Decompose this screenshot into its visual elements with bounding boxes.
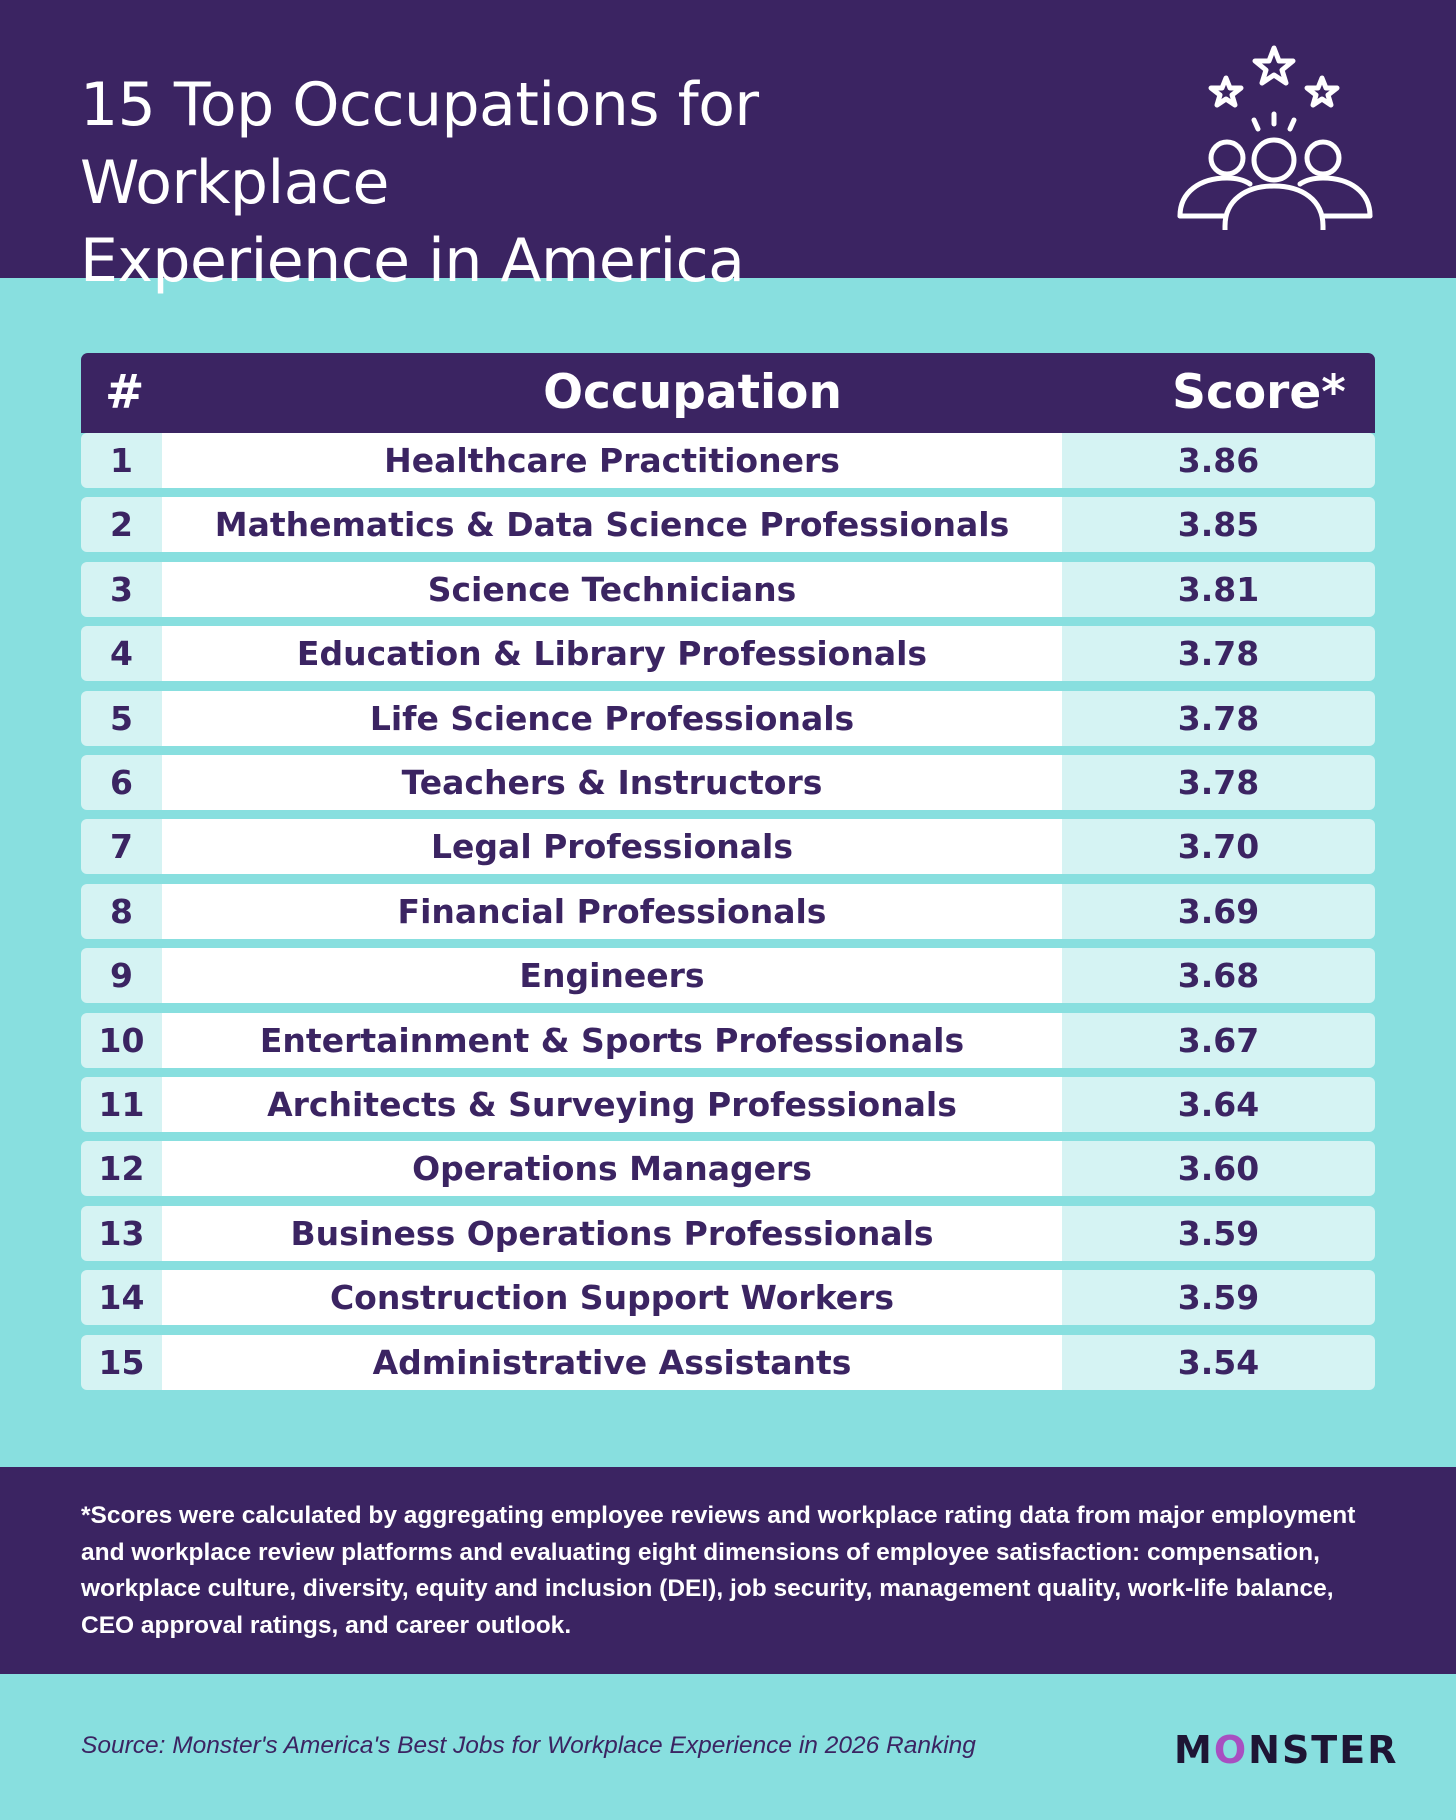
table-row: 15 Administrative Assistants 3.54 bbox=[81, 1334, 1375, 1390]
monster-logo: MONSTER bbox=[1174, 1728, 1398, 1772]
rank-cell: 11 bbox=[81, 1077, 162, 1132]
table-row: 3 Science Technicians 3.81 bbox=[81, 561, 1375, 617]
logo-letters-nster: NSTER bbox=[1248, 1728, 1399, 1772]
occupation-cell: Healthcare Practitioners bbox=[162, 433, 1062, 488]
source-citation: Source: Monster's America's Best Jobs fo… bbox=[81, 1732, 976, 1759]
rank-cell: 1 bbox=[81, 433, 162, 488]
occupation-cell: Life Science Professionals bbox=[162, 690, 1062, 746]
table-row: 6 Teachers & Instructors 3.78 bbox=[81, 755, 1375, 810]
score-cell: 3.60 bbox=[1062, 1141, 1375, 1197]
occupation-cell: Science Technicians bbox=[162, 561, 1062, 617]
column-header-rank: # bbox=[105, 365, 145, 420]
occupation-cell: Financial Professionals bbox=[162, 883, 1062, 939]
header-banner: 15 Top Occupations for Workplace Experie… bbox=[0, 0, 1456, 296]
score-cell: 3.64 bbox=[1062, 1077, 1375, 1132]
score-cell: 3.86 bbox=[1062, 433, 1375, 488]
occupation-cell: Construction Support Workers bbox=[162, 1270, 1062, 1326]
rank-cell: 10 bbox=[81, 1012, 162, 1068]
score-cell: 3.78 bbox=[1062, 626, 1375, 682]
rank-cell: 12 bbox=[81, 1141, 162, 1197]
rank-cell: 2 bbox=[81, 497, 162, 553]
occupation-cell: Teachers & Instructors bbox=[162, 755, 1062, 810]
rank-cell: 13 bbox=[81, 1205, 162, 1261]
occupation-cell: Mathematics & Data Science Professionals bbox=[162, 497, 1062, 553]
score-cell: 3.68 bbox=[1062, 948, 1375, 1004]
column-header-score: Score* bbox=[1172, 365, 1346, 420]
rank-cell: 9 bbox=[81, 948, 162, 1004]
score-cell: 3.59 bbox=[1062, 1270, 1375, 1326]
rank-cell: 15 bbox=[81, 1334, 162, 1390]
rank-cell: 14 bbox=[81, 1270, 162, 1326]
table-row: 14 Construction Support Workers 3.59 bbox=[81, 1270, 1375, 1326]
logo-letter-o: O bbox=[1213, 1728, 1249, 1772]
score-cell: 3.67 bbox=[1062, 1012, 1375, 1068]
score-cell: 3.54 bbox=[1062, 1334, 1375, 1390]
table-row: 4 Education & Library Professionals 3.78 bbox=[81, 626, 1375, 682]
score-cell: 3.70 bbox=[1062, 819, 1375, 875]
score-cell: 3.81 bbox=[1062, 561, 1375, 617]
occupation-cell: Administrative Assistants bbox=[162, 1334, 1062, 1390]
occupation-cell: Legal Professionals bbox=[162, 819, 1062, 875]
footnote-panel: *Scores were calculated by aggregating e… bbox=[0, 1467, 1456, 1674]
occupation-cell: Architects & Surveying Professionals bbox=[162, 1077, 1062, 1132]
table-row: 7 Legal Professionals 3.70 bbox=[81, 819, 1375, 875]
footnote-text: *Scores were calculated by aggregating e… bbox=[81, 1502, 1356, 1639]
occupation-cell: Operations Managers bbox=[162, 1141, 1062, 1197]
rank-cell: 5 bbox=[81, 690, 162, 746]
table-row: 9 Engineers 3.68 bbox=[81, 948, 1375, 1004]
occupation-cell: Education & Library Professionals bbox=[162, 626, 1062, 682]
table-header: # Occupation Score* bbox=[81, 353, 1375, 433]
score-cell: 3.85 bbox=[1062, 497, 1375, 553]
table-row: 11 Architects & Surveying Professionals 3.… bbox=[81, 1077, 1375, 1132]
score-cell: 3.78 bbox=[1062, 690, 1375, 746]
people-rating-stars-icon bbox=[1177, 45, 1373, 230]
table-row: 10 Entertainment & Sports Professionals 3.… bbox=[81, 1012, 1375, 1068]
table-row: 13 Business Operations Professionals 3.59 bbox=[81, 1205, 1375, 1261]
rank-cell: 4 bbox=[81, 626, 162, 682]
rank-cell: 7 bbox=[81, 819, 162, 875]
table-row: 2 Mathematics & Data Science Professional… bbox=[81, 497, 1375, 553]
logo-letter-m: M bbox=[1174, 1728, 1214, 1772]
column-header-occupation: Occupation bbox=[543, 365, 842, 420]
score-cell: 3.78 bbox=[1062, 755, 1375, 810]
occupation-cell: Entertainment & Sports Professionals bbox=[162, 1012, 1062, 1068]
occupation-cell: Engineers bbox=[162, 948, 1062, 1004]
score-cell: 3.59 bbox=[1062, 1205, 1375, 1261]
rank-cell: 3 bbox=[81, 561, 162, 617]
table-row: 8 Financial Professionals 3.69 bbox=[81, 883, 1375, 939]
score-cell: 3.69 bbox=[1062, 883, 1375, 939]
table-row: 12 Operations Managers 3.60 bbox=[81, 1141, 1375, 1197]
page-title: 15 Top Occupations for Workplace Experie… bbox=[80, 70, 759, 296]
occupation-cell: Business Operations Professionals bbox=[162, 1205, 1062, 1261]
table-row: 5 Life Science Professionals 3.78 bbox=[81, 690, 1375, 746]
rank-cell: 8 bbox=[81, 883, 162, 939]
ranking-table: # Occupation Score* 1 Healthcare Practiti… bbox=[81, 353, 1375, 1390]
table-row: 1 Healthcare Practitioners 3.86 bbox=[81, 433, 1375, 488]
rank-cell: 6 bbox=[81, 755, 162, 810]
